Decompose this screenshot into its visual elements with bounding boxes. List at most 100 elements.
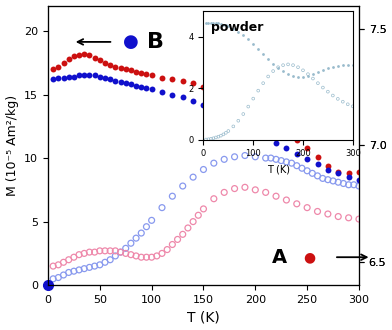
- Point: [71, 254, 77, 260]
- Point: [86, 73, 93, 78]
- Point: [242, 153, 248, 158]
- Point: [133, 69, 139, 74]
- Point: [76, 52, 82, 58]
- Point: [180, 94, 186, 100]
- Point: [123, 66, 129, 72]
- Point: [278, 158, 284, 163]
- Point: [273, 157, 279, 162]
- Point: [268, 155, 274, 161]
- Point: [325, 177, 331, 182]
- Point: [356, 169, 362, 175]
- Point: [117, 249, 123, 255]
- Point: [242, 185, 248, 190]
- Point: [102, 60, 108, 65]
- Point: [81, 73, 87, 78]
- Point: [174, 237, 181, 242]
- Point: [107, 77, 113, 82]
- Point: [123, 251, 129, 256]
- Point: [159, 205, 165, 210]
- Point: [180, 78, 186, 83]
- Point: [71, 54, 77, 59]
- Point: [231, 186, 238, 191]
- Point: [325, 163, 331, 168]
- Point: [304, 157, 310, 162]
- Point: [65, 56, 72, 62]
- Point: [112, 78, 118, 83]
- Point: [76, 73, 82, 78]
- Point: [91, 73, 98, 78]
- Point: [231, 98, 238, 104]
- Point: [314, 154, 321, 159]
- Point: [123, 246, 129, 251]
- Point: [112, 248, 118, 253]
- Point: [273, 140, 279, 146]
- Point: [102, 248, 108, 253]
- Point: [221, 157, 227, 162]
- Point: [180, 183, 186, 189]
- Point: [50, 77, 56, 82]
- Point: [221, 190, 227, 195]
- Point: [231, 154, 238, 159]
- Y-axis label: M (10⁻⁵ Am²/kg): M (10⁻⁵ Am²/kg): [5, 95, 18, 196]
- Point: [252, 154, 258, 159]
- Point: [138, 230, 144, 236]
- Point: [102, 75, 108, 81]
- Point: [60, 260, 67, 265]
- Point: [149, 73, 155, 78]
- Point: [304, 168, 310, 174]
- Point: [138, 70, 144, 76]
- Point: [294, 201, 300, 207]
- Point: [76, 252, 82, 257]
- Point: [55, 75, 62, 81]
- Point: [221, 111, 227, 116]
- Point: [340, 181, 347, 186]
- Point: [190, 81, 196, 86]
- Point: [102, 260, 108, 265]
- Point: [195, 213, 201, 218]
- Point: [55, 64, 62, 69]
- Point: [263, 134, 269, 139]
- Point: [345, 215, 352, 220]
- Point: [133, 83, 139, 88]
- Point: [55, 275, 62, 280]
- Point: [299, 166, 305, 171]
- Point: [185, 225, 191, 231]
- Point: [211, 88, 217, 93]
- Point: [304, 205, 310, 210]
- Text: ●: ●: [123, 33, 138, 51]
- Point: [335, 214, 341, 219]
- Point: [138, 84, 144, 89]
- Point: [273, 194, 279, 199]
- Point: [221, 93, 227, 98]
- Point: [97, 57, 103, 63]
- Point: [65, 270, 72, 275]
- Point: [242, 121, 248, 126]
- Point: [283, 145, 290, 150]
- Text: A: A: [272, 248, 287, 267]
- Point: [55, 262, 62, 268]
- Point: [294, 163, 300, 168]
- Point: [149, 218, 155, 223]
- Point: [138, 254, 144, 260]
- Point: [133, 253, 139, 259]
- Point: [128, 252, 134, 257]
- Point: [200, 84, 207, 89]
- Point: [356, 183, 362, 189]
- Point: [60, 60, 67, 65]
- Point: [304, 145, 310, 150]
- Point: [314, 162, 321, 167]
- Point: [81, 251, 87, 256]
- Point: [117, 79, 123, 84]
- Point: [211, 196, 217, 201]
- Point: [65, 74, 72, 80]
- Point: [335, 171, 341, 176]
- Point: [283, 159, 290, 165]
- Point: [71, 269, 77, 274]
- Point: [50, 263, 56, 269]
- Point: [242, 103, 248, 109]
- Point: [252, 127, 258, 133]
- Point: [211, 160, 217, 166]
- Point: [356, 177, 362, 182]
- Point: [252, 187, 258, 192]
- Point: [107, 248, 113, 253]
